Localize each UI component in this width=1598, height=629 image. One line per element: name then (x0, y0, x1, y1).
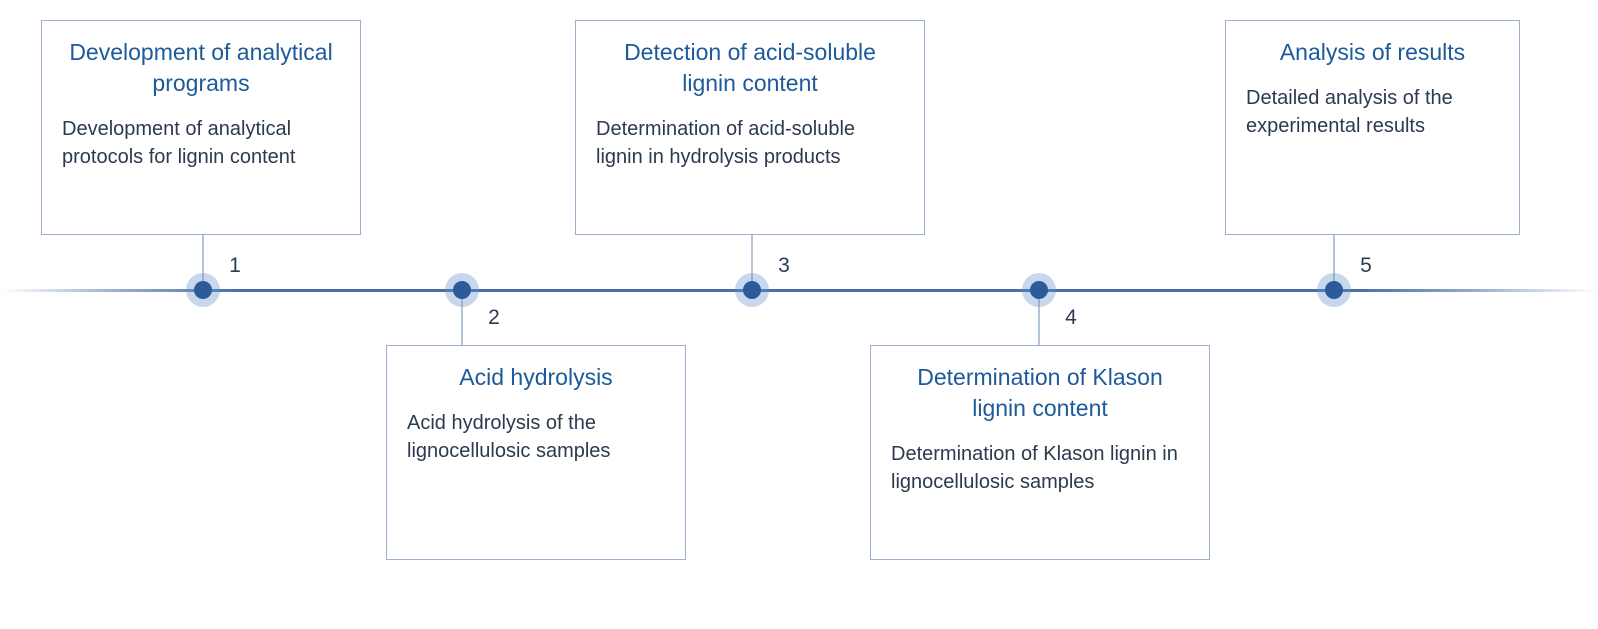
node-inner-circle (453, 281, 471, 299)
step-desc-4: Determination of Klason lignin in lignoc… (891, 440, 1189, 496)
step-desc-1: Development of analytical protocols for … (62, 115, 340, 171)
step-card-3: Detection of acid-soluble lignin content… (575, 20, 925, 235)
timeline-node-1 (186, 273, 220, 307)
timeline-node-2 (445, 273, 479, 307)
timeline-node-5 (1317, 273, 1351, 307)
timeline-axis (0, 289, 1598, 292)
step-desc-5: Detailed analysis of the experimental re… (1246, 84, 1499, 140)
step-number-2: 2 (488, 306, 500, 330)
step-number-3: 3 (778, 254, 790, 278)
node-inner-circle (194, 281, 212, 299)
step-card-4: Determination of Klason lignin content De… (870, 345, 1210, 560)
timeline-node-3 (735, 273, 769, 307)
step-card-1: Development of analytical programs Develo… (41, 20, 361, 235)
step-desc-2: Acid hydrolysis of the lignocellulosic s… (407, 409, 665, 465)
node-inner-circle (743, 281, 761, 299)
step-number-1: 1 (229, 254, 241, 278)
step-number-5: 5 (1360, 254, 1372, 278)
step-title-3: Detection of acid-soluble lignin content (596, 37, 904, 99)
node-inner-circle (1325, 281, 1343, 299)
node-inner-circle (1030, 281, 1048, 299)
step-title-2: Acid hydrolysis (407, 362, 665, 393)
step-card-5: Analysis of results Detailed analysis of … (1225, 20, 1520, 235)
step-card-2: Acid hydrolysis Acid hydrolysis of the li… (386, 345, 686, 560)
step-number-4: 4 (1065, 306, 1077, 330)
step-title-1: Development of analytical programs (62, 37, 340, 99)
step-title-4: Determination of Klason lignin content (891, 362, 1189, 424)
timeline-node-4 (1022, 273, 1056, 307)
step-title-5: Analysis of results (1246, 37, 1499, 68)
step-desc-3: Determination of acid-soluble lignin in … (596, 115, 904, 171)
